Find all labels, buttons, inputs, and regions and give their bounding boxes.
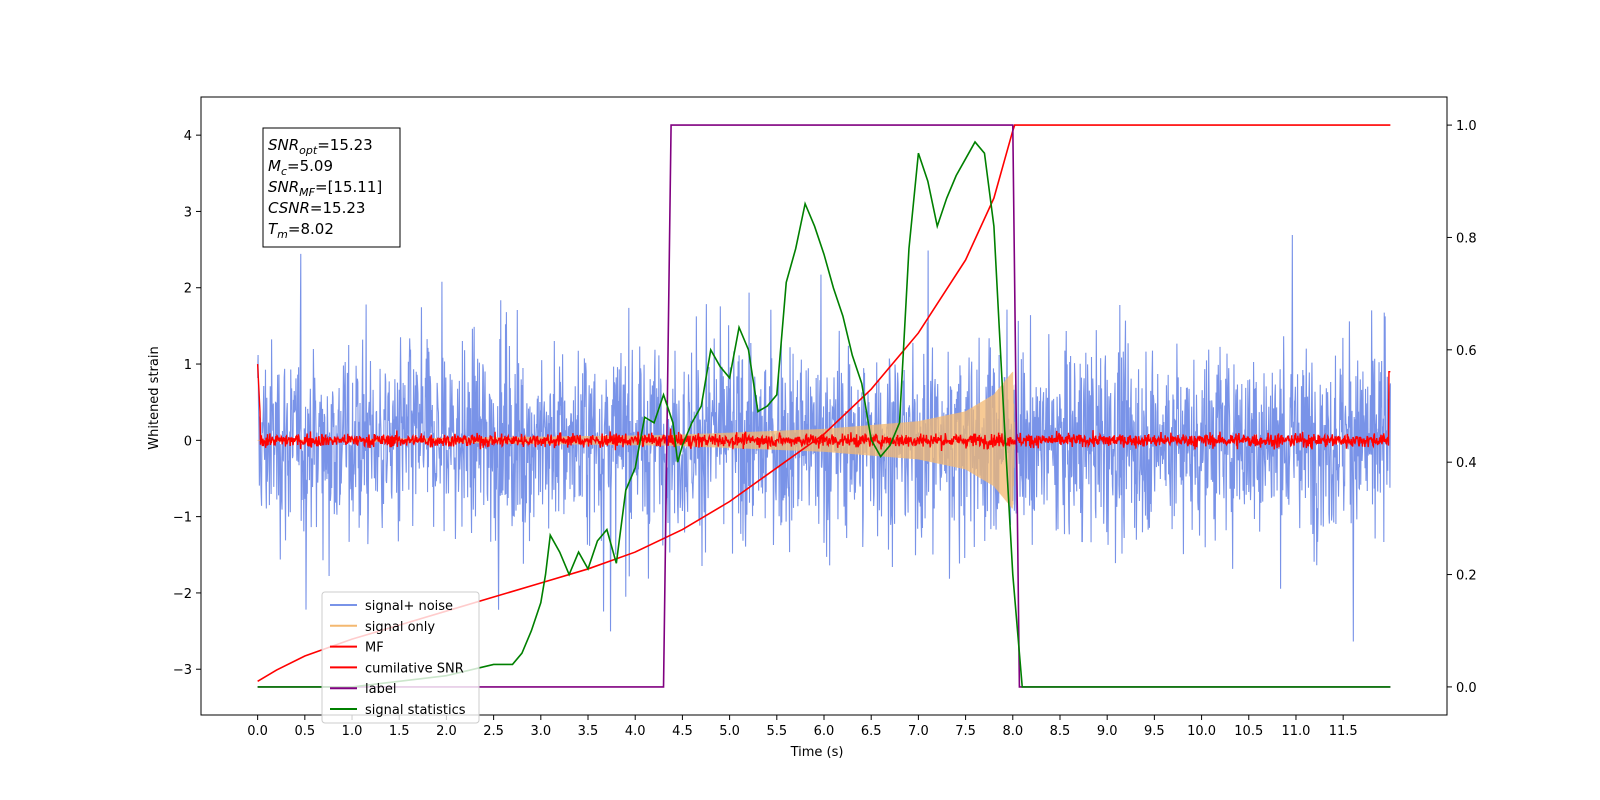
y-left-tick-label: 2 (184, 282, 192, 297)
x-tick-label: 10.0 (1187, 724, 1216, 739)
y-left-tick-label: −3 (173, 663, 192, 678)
x-tick-label: 4.0 (625, 724, 646, 739)
legend: signal+ noise signal only MF cumilative SNR… (321, 591, 480, 724)
legend-frame (321, 591, 480, 724)
y-left-tick-label: −2 (173, 587, 192, 602)
x-tick-label: 10.5 (1234, 724, 1263, 739)
y-right-tick-label: 0.0 (1456, 681, 1477, 696)
x-tick-label: 2.5 (483, 724, 504, 739)
y-axis-right: 0.0 0.2 0.4 0.6 0.8 1.0 (1447, 119, 1477, 696)
series-signal-noise (257, 234, 1391, 642)
y-right-tick-label: 0.6 (1456, 344, 1477, 359)
y-axis-left: −3 −2 −1 0 1 2 3 4 (173, 129, 201, 678)
x-tick-label: 7.5 (955, 724, 976, 739)
y-right-tick-label: 0.4 (1456, 456, 1477, 471)
stats-line: Tm=8.02 (268, 220, 334, 241)
y-right-tick-label: 1.0 (1456, 119, 1477, 134)
x-axis-label: Time (s) (790, 745, 844, 760)
y-left-tick-label: 1 (184, 358, 192, 373)
y-axis-label: Whitened strain (147, 346, 162, 449)
x-tick-label: 0.0 (247, 724, 268, 739)
legend-entry-label: MF (365, 641, 384, 656)
legend-entry-label: signal+ noise (365, 599, 453, 614)
stats-box-border (262, 127, 401, 248)
x-tick-label: 5.0 (719, 724, 740, 739)
x-tick-label: 6.0 (814, 724, 835, 739)
legend-entry-label: cumilative SNR (365, 661, 464, 676)
y-left-tick-label: 0 (184, 434, 192, 449)
x-tick-label: 3.0 (530, 724, 551, 739)
y-right-tick-label: 0.2 (1456, 569, 1477, 584)
y-right-tick-label: 0.8 (1456, 231, 1477, 246)
x-tick-label: 7.0 (908, 724, 929, 739)
x-tick-label: 4.5 (672, 724, 693, 739)
x-tick-label: 11.5 (1329, 724, 1358, 739)
y-left-tick-label: −1 (173, 511, 192, 526)
x-tick-label: 1.0 (342, 724, 363, 739)
series-mf (256, 364, 1391, 451)
x-tick-label: 6.5 (861, 724, 882, 739)
legend-entry-label: label (365, 682, 396, 697)
stats-line: SNRopt=15.23 (268, 136, 373, 157)
legend-entry-label: signal only (365, 620, 435, 635)
x-axis: 0.0 0.5 1.0 1.5 2.0 2.5 3.0 3.5 4.0 4.5 5.0 5.5 6.0 6… (247, 715, 1358, 739)
x-tick-label: 11.0 (1281, 724, 1310, 739)
x-tick-label: 9.5 (1144, 724, 1165, 739)
series-signal-statistics (257, 140, 1391, 688)
x-tick-label: 3.5 (578, 724, 599, 739)
x-tick-label: 0.5 (294, 724, 315, 739)
stats-line: Mc=5.09 (268, 157, 333, 178)
legend-entry-label: signal statistics (365, 703, 466, 718)
x-tick-label: 8.5 (1050, 724, 1071, 739)
y-left-tick-label: 3 (184, 205, 192, 220)
x-tick-label: 8.0 (1002, 724, 1023, 739)
x-tick-label: 1.5 (389, 724, 410, 739)
x-tick-label: 2.0 (436, 724, 457, 739)
x-tick-label: 9.0 (1097, 724, 1118, 739)
y-left-tick-label: 4 (184, 129, 192, 144)
x-tick-label: 5.5 (766, 724, 787, 739)
stats-annotation-box: SNRopt=15.23Mc=5.09SNRMF=[15.11]CSNR=15.… (262, 127, 401, 248)
stats-line: CSNR=15.23 (268, 199, 365, 217)
stats-line: SNRMF=[15.11] (268, 178, 382, 199)
